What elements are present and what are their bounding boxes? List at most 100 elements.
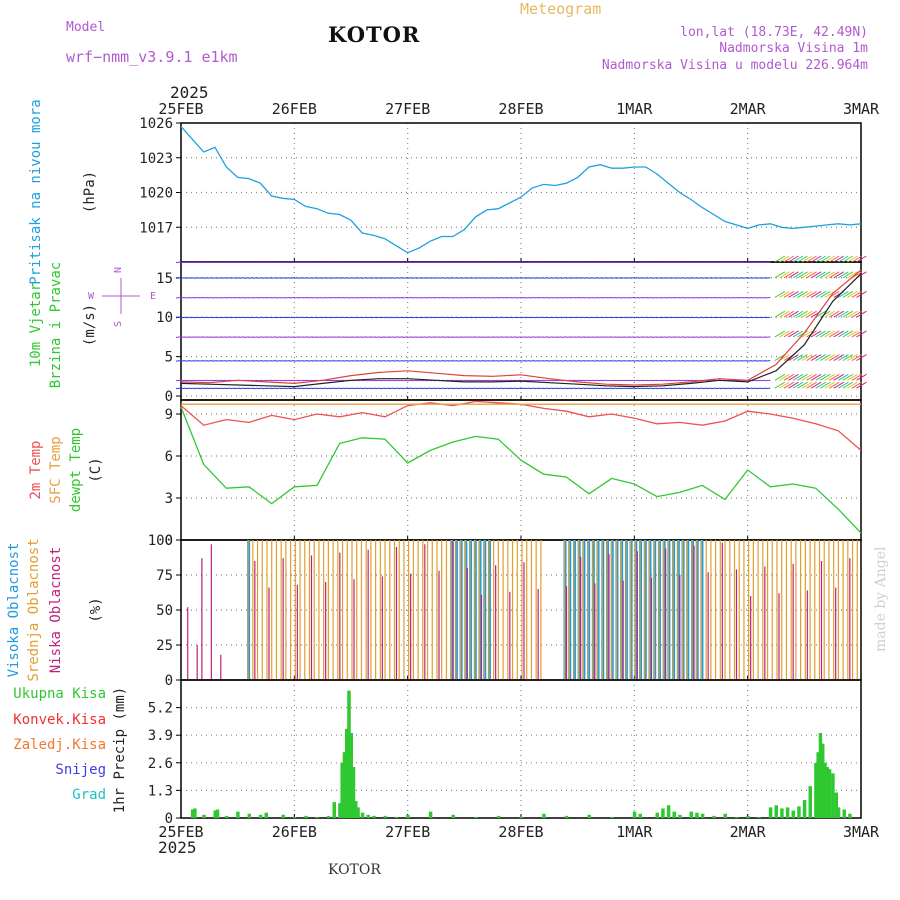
wind-arrow bbox=[552, 261, 558, 263]
wind-arrow bbox=[856, 291, 867, 298]
wind-arrow bbox=[180, 261, 186, 263]
wind-arrow bbox=[606, 379, 612, 382]
wind-arrow bbox=[302, 316, 308, 319]
wind-arrow bbox=[797, 271, 808, 279]
wind-arrow bbox=[593, 360, 599, 362]
wind-arrow bbox=[570, 387, 576, 390]
wind-arrow bbox=[298, 316, 304, 319]
wind-arrow bbox=[706, 277, 712, 279]
wind-arrow bbox=[783, 381, 795, 389]
wind-arrow bbox=[779, 310, 790, 318]
wind-arrow bbox=[751, 261, 757, 263]
wind-arrow bbox=[733, 336, 739, 338]
wind-arrow bbox=[321, 277, 327, 279]
wind-arrow bbox=[466, 387, 472, 390]
wind-arrow bbox=[792, 373, 804, 381]
wind-arrow bbox=[801, 381, 813, 389]
wind-arrow bbox=[765, 336, 771, 338]
wind-arrow bbox=[742, 261, 748, 263]
top-date-label: 26FEB bbox=[272, 100, 317, 118]
wind-arrow bbox=[407, 387, 413, 390]
wind-arrow bbox=[484, 387, 490, 390]
wind-arrow bbox=[511, 336, 517, 338]
wind-arrow bbox=[298, 336, 304, 338]
wind-arrow bbox=[543, 316, 549, 319]
wind-arrow bbox=[747, 316, 753, 319]
precip-bar bbox=[326, 815, 331, 818]
wind-arrow bbox=[534, 296, 540, 299]
wind-arrow bbox=[552, 360, 558, 362]
wind-arrow bbox=[316, 296, 322, 299]
wind-arrow bbox=[701, 261, 707, 263]
wind-arrow bbox=[656, 379, 662, 382]
wind-arrow bbox=[298, 296, 304, 299]
wind-arrow bbox=[384, 336, 390, 338]
wind-arrow bbox=[457, 296, 463, 299]
wind-arrow bbox=[833, 255, 845, 263]
wind-arrow bbox=[570, 277, 576, 279]
wind-arrow bbox=[629, 387, 635, 390]
wind-arrow bbox=[257, 277, 263, 279]
y-tick-label: 0 bbox=[165, 673, 173, 689]
wind-arrow bbox=[339, 379, 345, 382]
wind-arrow bbox=[829, 354, 840, 362]
wind-arrow bbox=[847, 271, 858, 279]
wind-arrow bbox=[588, 379, 594, 382]
wind-arrow bbox=[198, 379, 204, 382]
wind-arrow bbox=[407, 360, 413, 362]
wind-arrow bbox=[216, 387, 222, 390]
wind-arrow bbox=[683, 387, 689, 390]
wind-arrow bbox=[289, 261, 295, 263]
wind-arrow bbox=[615, 296, 621, 299]
wind-arrow bbox=[239, 277, 245, 279]
wind-arrow bbox=[697, 296, 703, 299]
wind-arrow bbox=[656, 316, 662, 319]
wind-arrow bbox=[225, 360, 231, 362]
wind-arrow bbox=[311, 277, 318, 279]
wind-arrow bbox=[284, 296, 290, 299]
wind-arrow bbox=[838, 255, 849, 263]
wind-arrow bbox=[588, 277, 594, 279]
wind-arrow bbox=[538, 316, 544, 319]
wind-arrow bbox=[801, 271, 813, 279]
top-date-label: 27FEB bbox=[385, 100, 430, 118]
low-cloud-axis-label: Niska Oblacnost bbox=[48, 547, 64, 673]
precip-bar bbox=[836, 807, 841, 818]
wind-arrow bbox=[715, 261, 721, 263]
wind-arrow bbox=[738, 387, 744, 390]
wind-arrow bbox=[221, 296, 227, 299]
wind-arrow bbox=[461, 261, 467, 263]
wind-arrow bbox=[688, 296, 694, 299]
wind-arrow bbox=[447, 277, 454, 279]
wind-arrow bbox=[434, 316, 440, 319]
wind-arrow bbox=[370, 316, 376, 319]
wind-arrow bbox=[692, 296, 698, 299]
wind-arrow bbox=[484, 277, 490, 279]
wind-arrow bbox=[779, 271, 790, 279]
precip-bar bbox=[655, 812, 659, 818]
wind-arrow bbox=[180, 379, 186, 382]
wind-arrow bbox=[647, 360, 653, 362]
wind-arrow bbox=[216, 336, 222, 338]
wind-arrow bbox=[624, 336, 630, 338]
wind-arrow bbox=[838, 310, 849, 318]
wind-arrow bbox=[679, 316, 685, 319]
y-tick-label: 15 bbox=[156, 271, 173, 287]
wind-arrow bbox=[765, 277, 771, 279]
wind-arrow bbox=[529, 316, 535, 319]
wind-arrow bbox=[597, 261, 603, 263]
wind-arrow bbox=[806, 373, 817, 381]
wind-arrow bbox=[688, 261, 694, 263]
wind-arrow bbox=[810, 271, 822, 279]
wind-arrow bbox=[352, 360, 358, 362]
wind-arrow bbox=[389, 360, 395, 362]
wind-arrow bbox=[243, 360, 250, 362]
wind-arrow bbox=[679, 296, 685, 299]
wind-arrow bbox=[538, 296, 544, 299]
wind-arrow bbox=[293, 360, 299, 362]
wind-arrow bbox=[384, 261, 390, 263]
wind-arrow bbox=[715, 296, 721, 299]
wind-arrow bbox=[747, 336, 753, 338]
wind-arrow bbox=[230, 336, 236, 338]
wind-arrow bbox=[851, 310, 863, 318]
